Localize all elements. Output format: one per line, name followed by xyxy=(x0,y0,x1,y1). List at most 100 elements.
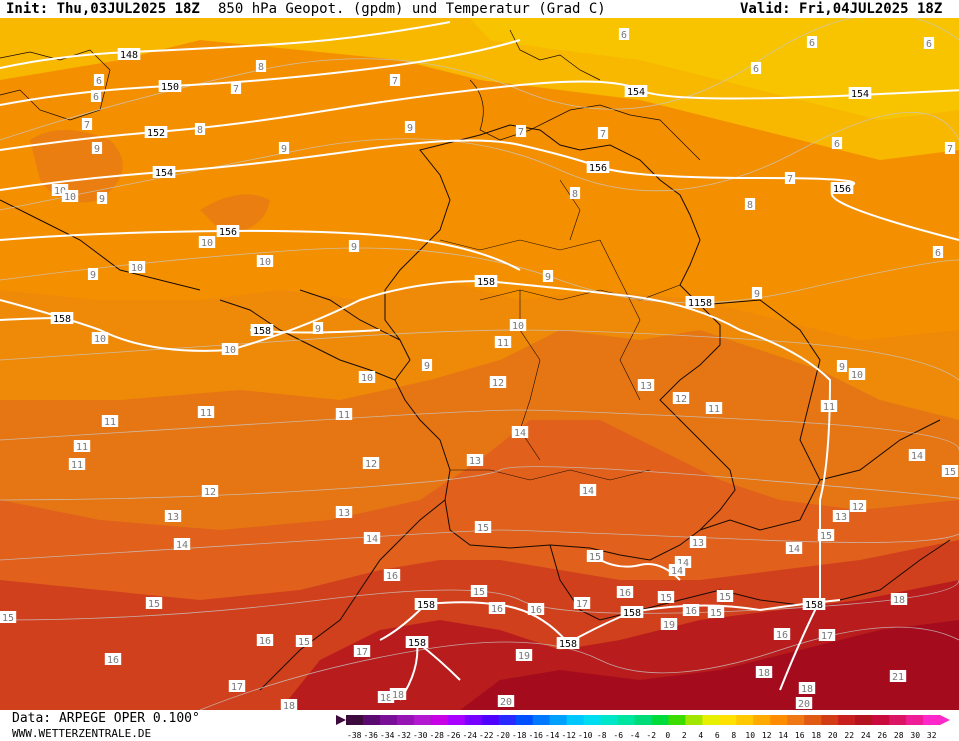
geo-label: 154 xyxy=(152,166,176,179)
temp-label: 21 xyxy=(889,670,907,683)
temp-label-box xyxy=(579,484,597,496)
geo-label: 158 xyxy=(802,598,826,611)
legend-swatch xyxy=(362,715,381,725)
temp-label: 20 xyxy=(795,697,813,710)
temp-label-text: 9 xyxy=(545,272,551,283)
temp-zone-deep-red xyxy=(460,620,959,710)
legend-tick: -28 xyxy=(430,731,445,740)
temp-label-box xyxy=(353,645,371,657)
temp-label: 8 xyxy=(194,123,206,136)
legend-swatch xyxy=(617,715,636,725)
temp-label-text: 8 xyxy=(572,189,578,200)
temp-label: 6 xyxy=(923,37,935,50)
temp-label-text: 12 xyxy=(852,502,864,513)
legend-tick: -36 xyxy=(364,731,379,740)
temp-label-box xyxy=(798,682,816,694)
temp-label-box xyxy=(890,593,908,605)
temp-label: 6 xyxy=(90,90,102,103)
temp-label-box xyxy=(668,564,686,576)
legend-tick: -20 xyxy=(496,731,511,740)
map-header: Init: Thu,03JUL2025 18Z 850 hPa Geopot. … xyxy=(0,0,959,18)
temp-label-box xyxy=(312,322,324,334)
temp-label-text: 14 xyxy=(671,566,683,577)
legend-tick: 24 xyxy=(861,731,871,740)
temp-label-box xyxy=(81,118,93,130)
temp-label-box xyxy=(657,591,675,603)
legend-swatch xyxy=(719,715,737,725)
temp-label-box xyxy=(569,187,581,199)
temp-label-text: 7 xyxy=(518,127,524,138)
temp-label-box xyxy=(806,36,818,48)
legend-arrow-left xyxy=(336,715,346,725)
geo-label: 156 xyxy=(830,182,854,195)
temp-label: 13 xyxy=(335,506,353,519)
legend-swatch xyxy=(566,715,585,725)
geo-label-box xyxy=(474,275,498,287)
legend-swatch xyxy=(770,715,788,725)
temp-label-text: 15 xyxy=(589,552,601,563)
geo-label: 158 xyxy=(556,637,580,650)
temp-label: 13 xyxy=(689,536,707,549)
temp-label-text: 9 xyxy=(99,194,105,205)
legend-swatch xyxy=(821,715,839,725)
temp-label: 15 xyxy=(470,585,488,598)
legend-tick: -2 xyxy=(646,731,656,740)
geo-label-box xyxy=(405,636,429,648)
temp-label-box xyxy=(68,458,86,470)
temp-label-text: 13 xyxy=(640,381,652,392)
temp-label-box xyxy=(474,521,492,533)
temp-label-box xyxy=(494,336,512,348)
geo-label-box xyxy=(624,85,648,97)
temp-label-box xyxy=(511,426,529,438)
temp-label-text: 11 xyxy=(71,460,83,471)
legend-swatch xyxy=(736,715,754,725)
temp-label-box xyxy=(228,680,246,692)
temp-label-text: 13 xyxy=(469,456,481,467)
temp-label-text: 15 xyxy=(477,523,489,534)
temp-label-text: 14 xyxy=(911,451,923,462)
temp-label: 15 xyxy=(474,521,492,534)
temp-label: 17 xyxy=(353,645,371,658)
temp-label-box xyxy=(682,604,700,616)
temp-label-box xyxy=(104,653,122,665)
temp-label-text: 6 xyxy=(621,30,627,41)
temp-label-box xyxy=(836,360,848,372)
temp-label: 7 xyxy=(597,127,609,140)
geo-label: 156 xyxy=(216,225,240,238)
temp-label: 9 xyxy=(278,142,290,155)
temp-label: 10 xyxy=(848,368,866,381)
temp-label: 9 xyxy=(348,240,360,253)
temp-label: 6 xyxy=(750,62,762,75)
legend-swatch xyxy=(668,715,686,725)
temp-label-box xyxy=(348,240,360,252)
geo-label-text: 154 xyxy=(851,89,869,100)
legend-swatch xyxy=(396,715,415,725)
temp-label-text: 15 xyxy=(298,637,310,648)
temp-label: 17 xyxy=(228,680,246,693)
legend-swatch xyxy=(583,715,602,725)
temp-label-text: 11 xyxy=(200,408,212,419)
geo-label-text: 158 xyxy=(805,600,823,611)
temp-label-box xyxy=(527,603,545,615)
temp-label: 10 xyxy=(221,343,239,356)
temp-label: 9 xyxy=(312,322,324,335)
temp-label-text: 17 xyxy=(356,647,368,658)
temp-label: 15 xyxy=(707,606,725,619)
temp-label-text: 16 xyxy=(530,605,542,616)
temp-label-box xyxy=(197,406,215,418)
temp-label-box xyxy=(91,142,103,154)
temp-label: 9 xyxy=(836,360,848,373)
temp-label: 16 xyxy=(383,569,401,582)
temp-label-box xyxy=(832,510,850,522)
temp-label-text: 15 xyxy=(660,593,672,604)
temp-label: 15 xyxy=(716,590,734,603)
temp-label-text: 14 xyxy=(366,534,378,545)
temp-label-box xyxy=(466,454,484,466)
temp-label-text: 10 xyxy=(131,263,143,274)
temp-label-text: 18 xyxy=(380,693,392,704)
geo-label-box xyxy=(414,598,438,610)
legend-swatch xyxy=(702,715,720,725)
geo-label: 158 xyxy=(620,606,644,619)
temp-label-box xyxy=(932,246,944,258)
